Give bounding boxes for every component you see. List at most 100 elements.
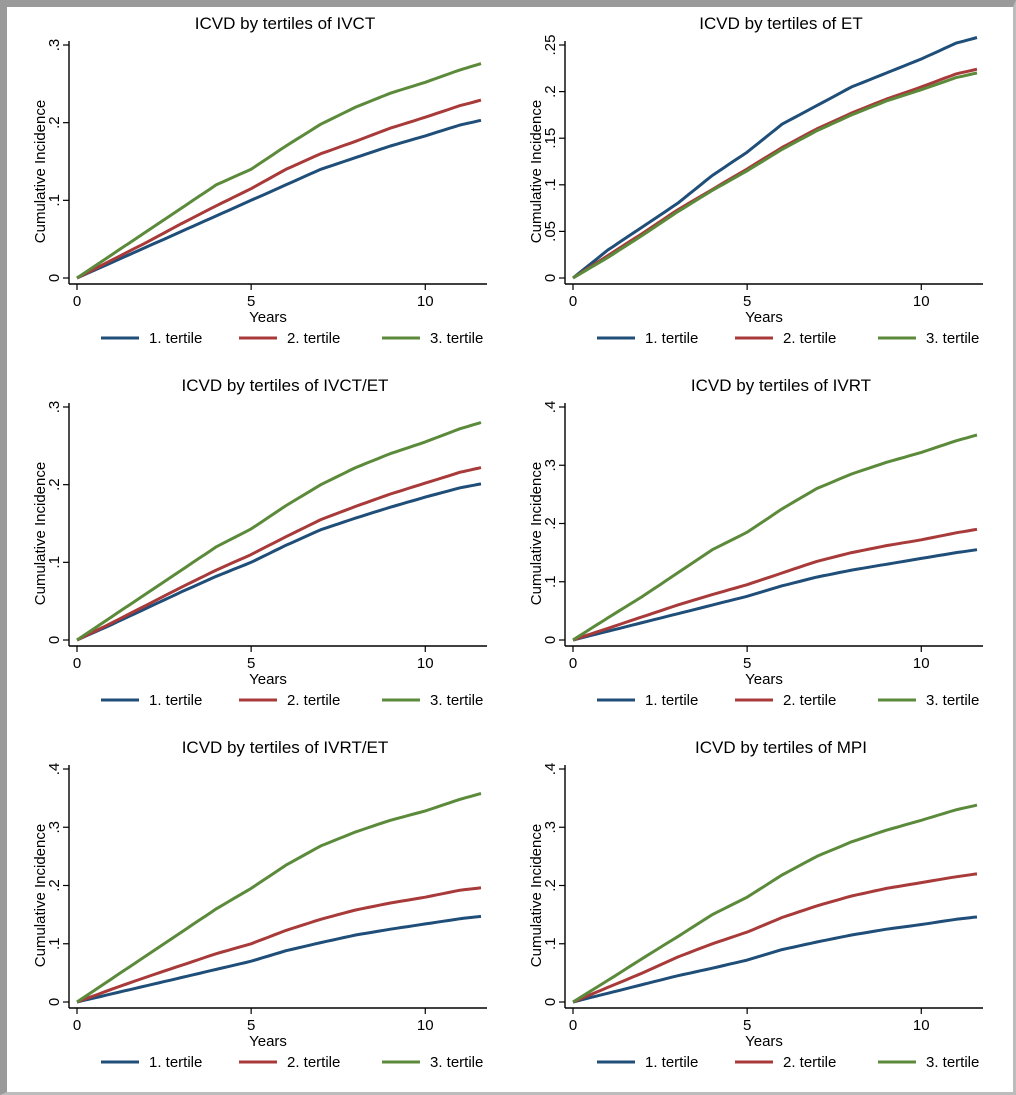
x-tick-label: 10 <box>417 293 434 310</box>
x-tick-label: 0 <box>73 293 81 310</box>
y-tick-label: .25 <box>542 35 559 56</box>
x-axis-label: Years <box>249 1033 287 1050</box>
legend-label: 2. tertile <box>287 692 340 709</box>
panel-4: ICVD by tertiles of IVRT 0 .1 .2 .3 .4 0 5 10 Yea… <box>528 376 983 709</box>
series-line-tertile-3 <box>572 803 978 1004</box>
series-line-tertile-3 <box>76 792 482 1004</box>
series-line-tertile-1 <box>572 915 978 1004</box>
series-line-tertile-3 <box>76 62 482 280</box>
legend-label: 1. tertile <box>149 1054 202 1071</box>
panel-3: ICVD by tertiles of IVCT/ET 0 .1 .2 .3 0 5 10 Ye… <box>32 376 487 709</box>
x-tick-label: 5 <box>247 293 255 310</box>
x-tick-label: 10 <box>913 655 930 672</box>
series-line-tertile-1 <box>76 482 482 642</box>
y-axis-label: Cumulative Incidence <box>32 824 49 967</box>
series-line-tertile-1 <box>76 118 482 280</box>
x-tick-label: 0 <box>569 655 577 672</box>
y-axis-label: Cumulative Incidence <box>528 100 545 243</box>
y-tick-label: .3 <box>542 821 559 834</box>
legend-label: 1. tertile <box>149 330 202 347</box>
x-tick-label: 0 <box>73 655 81 672</box>
x-tick-label: 5 <box>743 1017 751 1034</box>
series-line-tertile-3 <box>572 433 978 642</box>
series-line-tertile-2 <box>572 872 978 1004</box>
chart-title: ICVD by tertiles of IVCT <box>195 14 375 33</box>
y-tick-label: .15 <box>542 128 559 149</box>
y-tick-label: 0 <box>542 998 559 1006</box>
legend-label: 3. tertile <box>926 330 979 347</box>
y-tick-label: .1 <box>542 937 559 950</box>
x-tick-label: 0 <box>569 293 577 310</box>
series-line-tertile-2 <box>572 67 978 280</box>
series-line-tertile-1 <box>572 36 978 280</box>
y-tick-label: 0 <box>46 998 63 1006</box>
x-axis-label: Years <box>745 671 783 688</box>
y-axis-label: Cumulative Incidence <box>32 462 49 605</box>
chart-title: ICVD by tertiles of ET <box>699 14 862 33</box>
y-tick-label: .4 <box>46 763 63 776</box>
y-tick-label: .2 <box>542 879 559 892</box>
x-axis-label: Years <box>745 309 783 326</box>
y-tick-label: .2 <box>46 879 63 892</box>
x-tick-label: 10 <box>913 293 930 310</box>
chart-grid: ICVD by tertiles of IVCT 0 .1 .2 .3 0 5 10 Years… <box>32 14 983 1071</box>
legend-label: 2. tertile <box>287 1054 340 1071</box>
legend-label: 2. tertile <box>783 330 836 347</box>
y-tick-label: .4 <box>542 763 559 776</box>
x-tick-label: 5 <box>743 293 751 310</box>
panel-5: ICVD by tertiles of IVRT/ET 0 .1 .2 .3 .4 0 5 10… <box>32 738 487 1071</box>
legend-label: 1. tertile <box>645 692 698 709</box>
panel-6: ICVD by tertiles of MPI 0 .1 .2 .3 .4 0 5 10 Year… <box>528 738 983 1071</box>
y-tick-label: .1 <box>46 937 63 950</box>
chart-title: ICVD by tertiles of MPI <box>695 738 867 757</box>
y-tick-label: .1 <box>46 556 63 569</box>
panel-1: ICVD by tertiles of IVCT 0 .1 .2 .3 0 5 10 Years… <box>32 14 487 347</box>
y-tick-label: .3 <box>46 39 63 52</box>
legend-label: 3. tertile <box>430 330 483 347</box>
y-tick-label: .4 <box>542 401 559 414</box>
x-tick-label: 10 <box>417 655 434 672</box>
chart-title: ICVD by tertiles of IVCT/ET <box>182 376 389 395</box>
x-tick-label: 5 <box>247 655 255 672</box>
legend-label: 2. tertile <box>783 1054 836 1071</box>
legend-label: 1. tertile <box>645 1054 698 1071</box>
y-axis-label: Cumulative Incidence <box>528 462 545 605</box>
y-axis-label: Cumulative Incidence <box>528 824 545 967</box>
legend-label: 3. tertile <box>430 1054 483 1071</box>
legend-label: 3. tertile <box>926 1054 979 1071</box>
y-tick-label: .3 <box>46 401 63 414</box>
x-tick-label: 10 <box>417 1017 434 1034</box>
x-tick-label: 0 <box>73 1017 81 1034</box>
y-tick-label: .1 <box>542 575 559 588</box>
y-tick-label: .05 <box>542 221 559 242</box>
y-tick-label: .3 <box>46 821 63 834</box>
legend-label: 2. tertile <box>783 692 836 709</box>
y-tick-label: .2 <box>542 85 559 98</box>
legend-label: 3. tertile <box>926 692 979 709</box>
y-axis-label: Cumulative Incidence <box>32 100 49 243</box>
x-tick-label: 10 <box>913 1017 930 1034</box>
x-axis-label: Years <box>745 1033 783 1050</box>
series-line-tertile-2 <box>76 466 482 642</box>
y-tick-label: 0 <box>46 636 63 644</box>
x-tick-label: 0 <box>569 1017 577 1034</box>
series-line-tertile-3 <box>76 421 482 642</box>
legend-label: 2. tertile <box>287 330 340 347</box>
y-tick-label: .2 <box>46 116 63 129</box>
x-axis-label: Years <box>249 309 287 326</box>
chart-title: ICVD by tertiles of IVRT <box>691 376 871 395</box>
legend-label: 1. tertile <box>149 692 202 709</box>
x-axis-label: Years <box>249 671 287 688</box>
y-tick-label: .2 <box>46 478 63 491</box>
series-line-tertile-1 <box>572 548 978 642</box>
y-tick-label: .2 <box>542 517 559 530</box>
series-line-tertile-2 <box>572 527 978 642</box>
x-tick-label: 5 <box>247 1017 255 1034</box>
series-line-tertile-3 <box>572 71 978 280</box>
y-tick-label: 0 <box>542 636 559 644</box>
y-tick-label: 0 <box>46 274 63 282</box>
series-line-tertile-2 <box>76 98 482 280</box>
y-tick-label: .3 <box>542 459 559 472</box>
series-line-tertile-1 <box>76 914 482 1004</box>
